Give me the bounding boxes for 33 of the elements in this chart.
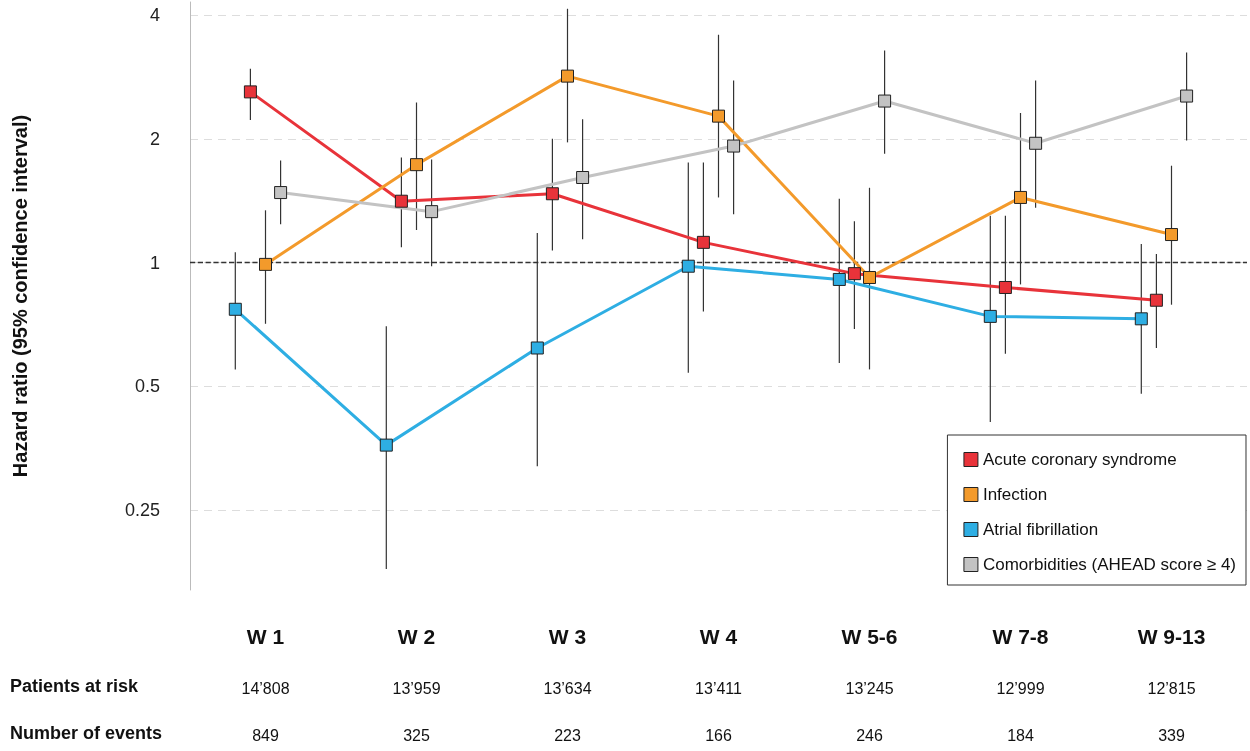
text: 849 [252,726,279,744]
text: 325 [403,726,430,744]
x-tick-label: W 2 [397,625,436,648]
text: 223 [554,726,581,744]
text: 14’808 [241,679,290,697]
text: Number of events [10,723,163,743]
y-tick-label: 2 [149,128,160,149]
legend-label: Atrial fibrillation [982,520,1099,539]
x-tick-label: W 9-13 [1137,625,1206,648]
text: 13’959 [392,679,441,697]
text: 184 [1007,726,1034,744]
y-tick-label: 0.25 [124,500,160,521]
text: 13’245 [845,679,894,697]
legend-label: Acute coronary syndrome [982,450,1177,469]
y-tick-label: 1 [149,252,160,273]
legend-label: Comorbidities (AHEAD score ≥ 4) [982,555,1237,574]
text: 339 [1158,726,1185,744]
text: 246 [856,726,883,744]
legend-label: Infection [982,485,1048,504]
x-tick-label: W 3 [548,625,587,648]
text: 13’634 [543,679,592,697]
text: 12’999 [996,679,1045,697]
y-tick-label: 0.5 [134,376,160,397]
x-tick-label: W 1 [246,625,285,648]
text: 166 [705,726,732,744]
text: 13’411 [695,679,743,697]
y-axis-title: Hazard ratio (95% confidence interval) [9,114,31,478]
text: Patients at risk [10,676,140,696]
x-tick-label: W 7-8 [992,625,1049,648]
x-tick-label: W 4 [699,625,738,648]
x-tick-label: W 5-6 [841,625,898,648]
text: 12’815 [1147,679,1196,697]
y-tick-label: 4 [149,4,160,25]
